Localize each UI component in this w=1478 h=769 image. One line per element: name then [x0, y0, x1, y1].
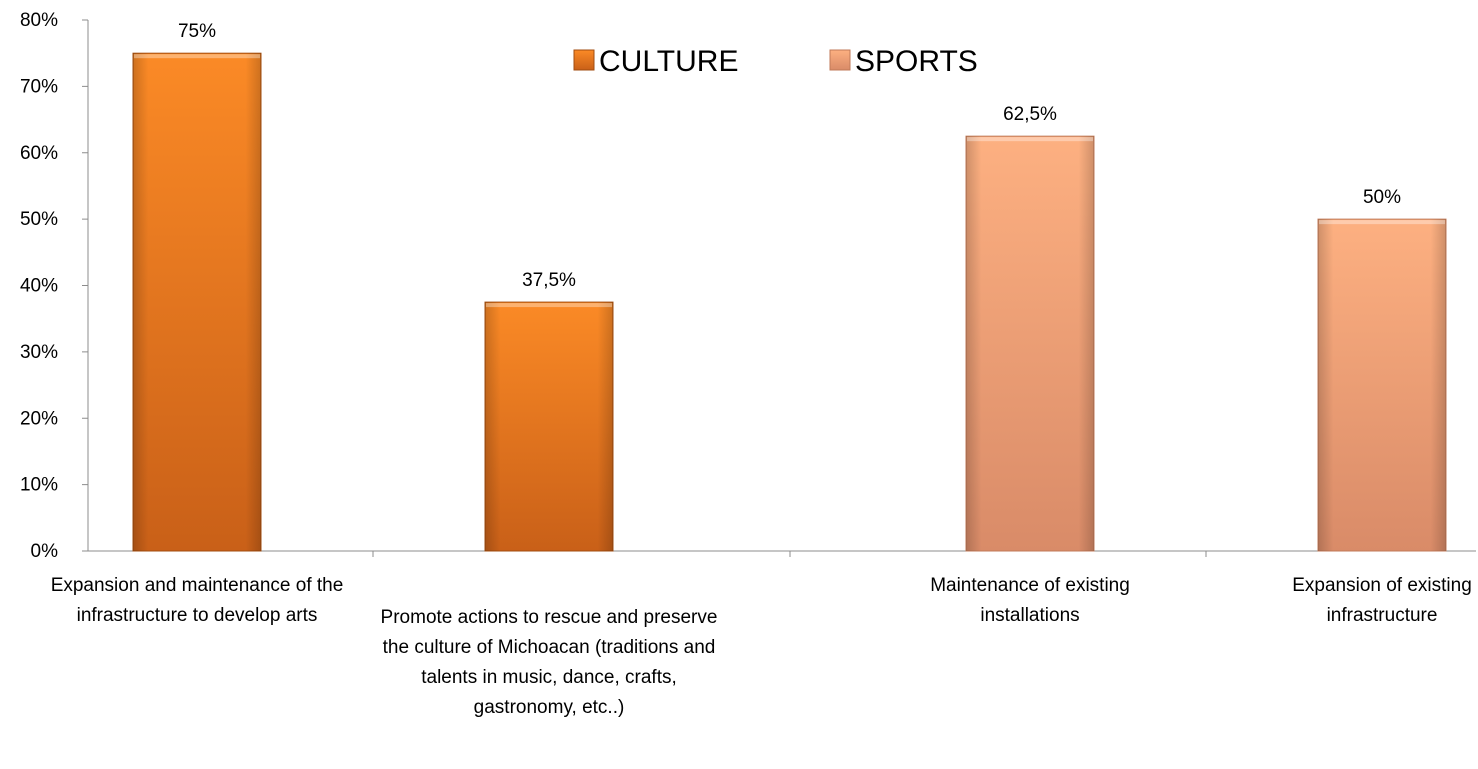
bar-value-label: 37,5% — [522, 270, 576, 291]
y-tick-label: 30% — [20, 342, 58, 363]
y-tick-label: 60% — [20, 143, 58, 164]
legend-swatch — [829, 49, 851, 71]
bar-value-label: 50% — [1363, 187, 1401, 208]
legend: CULTURE SPORTS — [573, 45, 978, 78]
bar-highlight — [134, 54, 260, 59]
bar-shading — [133, 53, 261, 551]
legend-label: SPORTS — [855, 45, 978, 78]
category-label: Promote actions to rescue and preserve t… — [380, 607, 718, 718]
legend-label: CULTURE — [599, 45, 738, 78]
y-tick-label: 70% — [20, 76, 58, 97]
bars-layer — [132, 52, 1447, 552]
category-label: Expansion of existing infrastructure — [1292, 575, 1472, 626]
category-label: Expansion and maintenance of the infrast… — [50, 575, 344, 626]
y-tick-label: 40% — [20, 276, 58, 297]
y-tick-label: 80% — [20, 10, 58, 31]
y-tick-label: 50% — [20, 209, 58, 230]
bar-highlight — [486, 303, 612, 308]
bar-highlight — [967, 137, 1093, 142]
bar-value-label: 62,5% — [1003, 104, 1057, 125]
labels-layer: 75% 37,5% 62,5% 50% — [178, 21, 1401, 291]
category-label: Maintenance of existing installations — [930, 575, 1130, 626]
y-tick-label: 0% — [31, 541, 59, 562]
y-tick-label: 10% — [20, 475, 58, 496]
bar-shading — [485, 302, 613, 551]
bar-shading — [1318, 219, 1446, 551]
bar-highlight — [1319, 220, 1445, 225]
bar-shading — [966, 136, 1094, 551]
legend-swatch — [573, 49, 595, 71]
bar-value-label: 75% — [178, 21, 216, 42]
axes-layer: 0% 10% 20% 30% 40% 50% 60% 70% 80% — [20, 10, 1476, 562]
y-tick-label: 20% — [20, 408, 58, 429]
